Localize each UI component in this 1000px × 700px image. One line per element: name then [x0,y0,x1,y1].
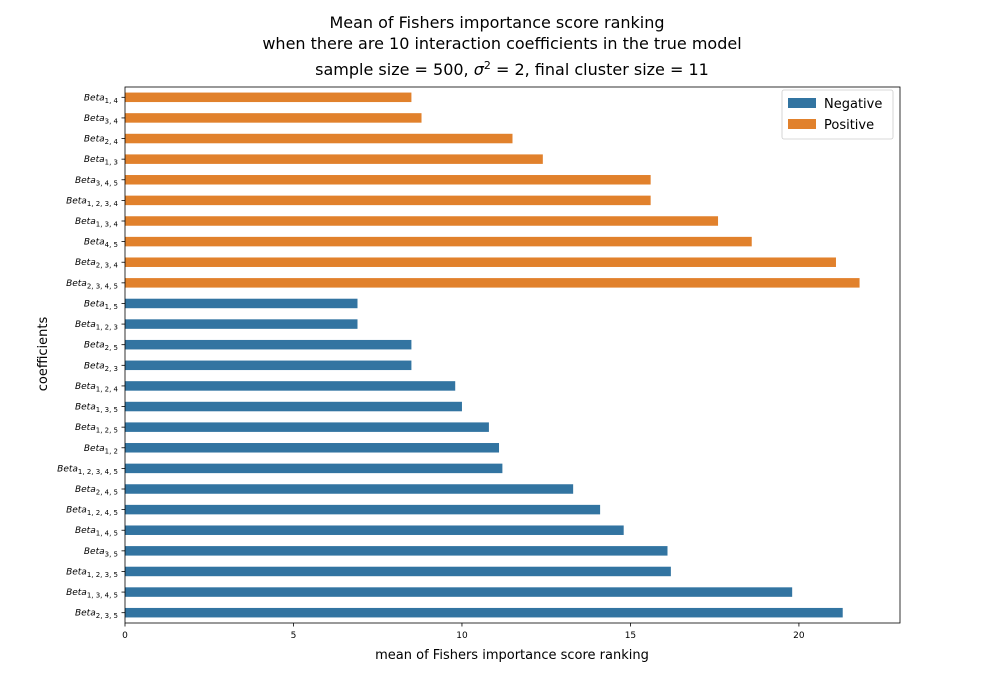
chart-parameters-sigma: σ [474,60,485,79]
y-tick-label: Beta2, 3, 4 [75,258,119,270]
y-tick-label: Beta1, 3 [84,155,118,167]
bar-positive-9 [125,278,860,288]
x-tick-label: 0 [122,631,128,641]
chart-subtitle: when there are 10 interaction coefficien… [262,34,741,53]
legend-label-negative: Negative [824,97,882,112]
bar-negative-12 [125,339,412,350]
y-tick-label: Beta2, 4, 5 [75,485,118,497]
y-tick-label: Beta1, 3, 4, 5 [66,588,118,600]
y-tick-label: Beta2, 3, 4, 5 [66,279,118,291]
y-tick-label: Beta2, 4 [84,135,119,147]
y-tick-label: Beta1, 2, 4 [75,382,119,394]
chart-parameters-sigma-exponent: 2 [484,59,491,72]
y-tick-label: Beta1, 2, 5 [75,423,118,435]
bar-positive-1 [125,113,422,123]
y-tick-label: Beta1, 3, 4 [75,217,119,229]
bar-negative-22 [125,546,668,556]
y-tick-label: Beta3, 4 [84,114,119,126]
y-tick-label: Beta1, 2, 4, 5 [66,506,118,518]
bar-negative-10 [125,298,358,309]
x-axis-label: mean of Fishers importance score ranking [375,648,649,663]
bar-positive-5 [125,195,651,206]
bar-negative-11 [125,319,358,329]
axes-frame [124,86,901,624]
bar-negative-14 [125,381,456,391]
y-tick-label: Beta1, 2, 3 [75,320,118,332]
x-tick-label: 5 [291,631,297,641]
y-tick-label: Beta4, 5 [84,238,118,250]
bar-negative-21 [125,525,624,535]
chart-parameters-suffix: = 2, final cluster size = 11 [491,60,709,79]
y-tick-label: Beta1, 2 [84,444,118,456]
plot-area: Beta1, 4 Beta3, 4 Beta2, 4 Beta1, 3 Beta3, 4… [57,86,901,641]
y-tick-label: Beta1, 2, 3, 5 [66,567,118,579]
y-tick-label: Beta1, 5 [84,299,118,311]
x-tick-label: 20 [793,631,805,641]
legend-swatch-negative [788,98,816,108]
bar-negative-25 [125,607,843,618]
bar-positive-2 [125,133,513,144]
y-tick-label: Beta1, 2, 3, 4 [66,196,118,208]
y-tick-label: Beta2, 5 [84,341,118,353]
bar-negative-19 [125,484,574,494]
bar-positive-6 [125,216,719,226]
x-tick-label: 15 [625,631,636,641]
bar-negative-23 [125,566,671,577]
x-tick-label: 10 [456,631,468,641]
y-tick-label: Beta1, 4 [84,93,119,105]
legend: Negative Positive [781,89,894,140]
bar-positive-3 [125,154,543,164]
legend-label-positive: Positive [824,118,874,133]
bar-positive-4 [125,175,651,185]
y-tick-label: Beta1, 2, 3, 4, 5 [57,464,118,476]
y-tick-label: Beta1, 4, 5 [75,526,118,538]
chart-title: Mean of Fishers importance score ranking [329,13,664,32]
bar-positive-0 [125,92,412,103]
chart-parameters: sample size = 500, σ2 = 2, final cluster… [315,59,709,80]
y-tick-label: Beta3, 4, 5 [75,176,118,188]
y-axis-label: coefficients [36,317,51,392]
bar-negative-18 [125,463,503,474]
y-tick-label: Beta1, 3, 5 [75,403,118,415]
y-tick-label: Beta2, 3, 5 [75,609,118,621]
bar-negative-17 [125,443,500,453]
y-tick-label: Beta3, 5 [84,547,118,559]
bar-negative-15 [125,401,462,412]
bar-negative-24 [125,587,793,597]
bar-negative-20 [125,504,601,515]
bar-negative-16 [125,422,489,432]
bar-positive-8 [125,257,836,267]
legend-swatch-positive [788,119,816,129]
bar-negative-13 [125,360,412,371]
chart-parameters-prefix: sample size = 500, [315,60,474,79]
chart-title-group: Mean of Fishers importance score ranking… [262,13,741,79]
y-tick-label: Beta2, 3 [84,361,118,373]
bar-positive-7 [125,236,752,247]
